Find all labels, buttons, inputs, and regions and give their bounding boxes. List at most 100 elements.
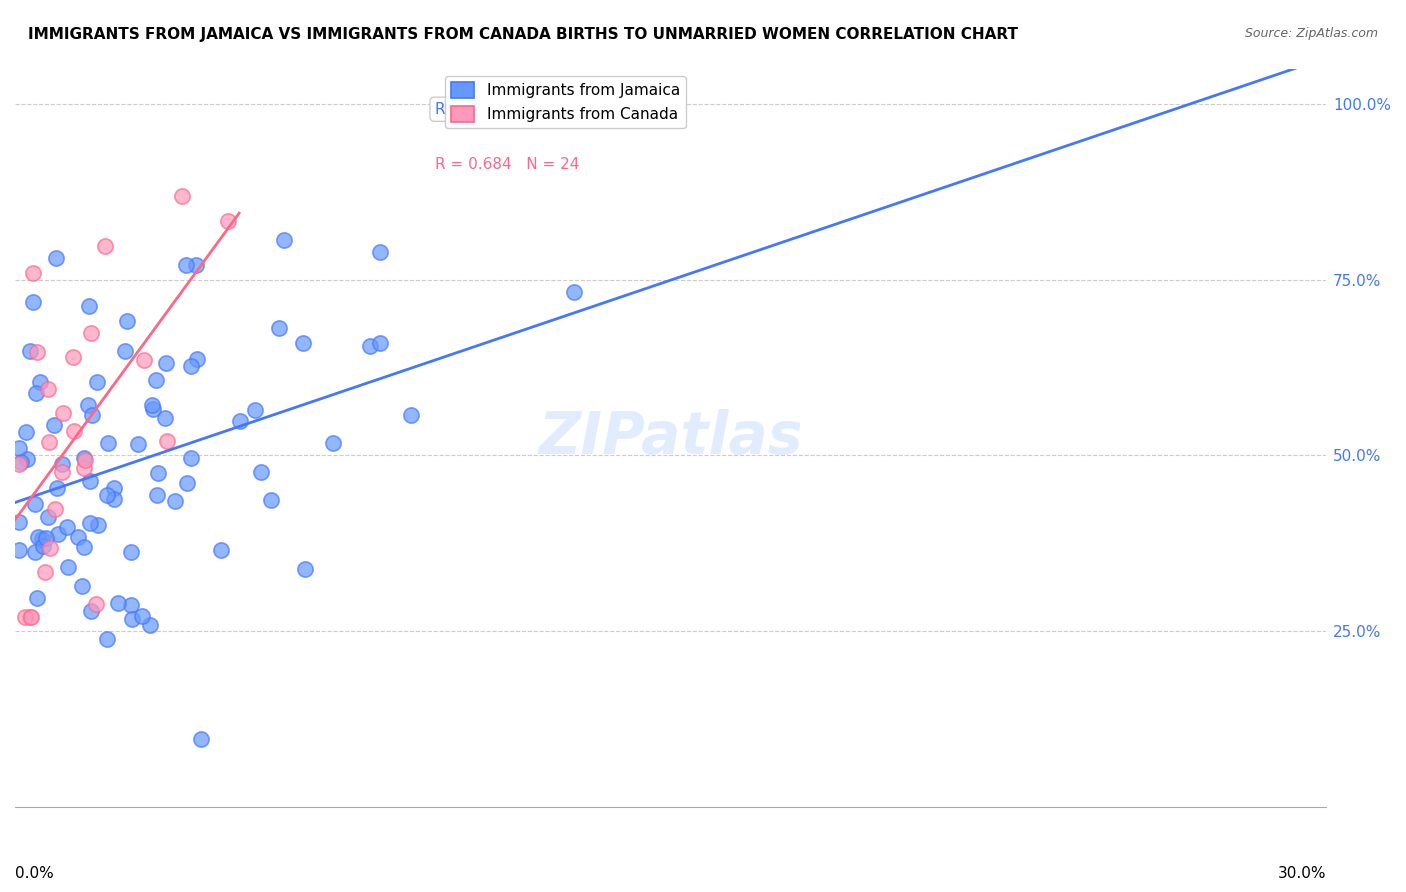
Point [20, 610, 42, 624]
Point [46, 527, 69, 541]
Point [120, 544, 142, 558]
Point [146, 488, 169, 502]
Point [8, 542, 31, 557]
Point [117, 314, 139, 328]
Point [359, 338, 381, 352]
Point [38, 434, 60, 449]
Point [37, 382, 59, 396]
Point [250, 465, 273, 479]
Point [107, 596, 129, 610]
Point [28, 375, 51, 389]
Point [139, 618, 162, 632]
Point [15, 425, 38, 440]
Point [63, 425, 86, 439]
Point [87, 518, 110, 533]
Text: IMMIGRANTS FROM JAMAICA VS IMMIGRANTS FROM CANADA BIRTHS TO UNMARRIED WOMEN CORR: IMMIGRANTS FROM JAMAICA VS IMMIGRANTS FR… [28, 27, 1018, 42]
Point [174, 258, 197, 272]
Point [97, 436, 120, 450]
Point [114, 344, 136, 359]
Point [51, 457, 73, 471]
Point [142, 402, 165, 417]
Point [32, 539, 55, 553]
Point [294, 562, 316, 576]
Point [39, 541, 62, 555]
Point [155, 356, 177, 370]
Point [368, 244, 391, 259]
Point [79, 516, 101, 531]
Text: Source: ZipAtlas.com: Source: ZipAtlas.com [1244, 27, 1378, 40]
Point [273, 233, 295, 247]
Point [10, 455, 32, 469]
Point [163, 494, 186, 508]
Point [120, 598, 142, 612]
Point [186, 351, 208, 366]
Point [15, 451, 38, 466]
Point [27, 530, 49, 544]
Point [37, 510, 59, 524]
Point [21, 295, 44, 310]
Point [399, 408, 422, 422]
Point [45, 251, 67, 265]
Point [86, 375, 108, 389]
Point [18, 343, 41, 358]
Point [42, 417, 65, 432]
Point [14, 610, 37, 624]
Legend: Immigrants from Jamaica, Immigrants from Canada: Immigrants from Jamaica, Immigrants from… [446, 76, 686, 128]
Point [145, 372, 167, 386]
Point [34, 566, 56, 580]
Point [80, 409, 103, 423]
Point [22, 266, 45, 280]
Point [62, 351, 84, 365]
Point [8, 515, 31, 529]
Text: ZIPatlas: ZIPatlas [538, 409, 803, 467]
Text: R = 0.684   N = 24: R = 0.684 N = 24 [434, 157, 579, 172]
Point [45, 482, 67, 496]
Point [8, 457, 31, 471]
Point [96, 632, 118, 647]
Point [18, 610, 41, 624]
Point [77, 299, 100, 313]
Point [44, 501, 66, 516]
Point [96, 488, 118, 502]
Point [368, 335, 391, 350]
Point [73, 451, 96, 466]
Point [73, 453, 96, 467]
Point [73, 460, 96, 475]
Text: 30.0%: 30.0% [1278, 866, 1326, 881]
Point [70, 579, 93, 593]
Point [103, 491, 125, 506]
Point [291, 336, 314, 351]
Point [94, 239, 117, 253]
Point [269, 321, 291, 335]
Point [8, 441, 31, 455]
Point [180, 359, 202, 373]
Point [243, 403, 266, 417]
Point [180, 450, 202, 465]
Point [52, 406, 75, 420]
Point [218, 214, 240, 228]
Point [186, 258, 208, 272]
Point [56, 560, 79, 574]
Point [209, 543, 232, 558]
Point [322, 436, 344, 450]
Point [155, 434, 177, 448]
Point [31, 532, 53, 546]
Point [103, 481, 125, 495]
Point [25, 591, 48, 606]
Point [155, 411, 177, 425]
Text: 0.0%: 0.0% [15, 866, 53, 881]
Point [260, 492, 283, 507]
Point [80, 326, 103, 340]
Point [25, 344, 48, 359]
Point [67, 530, 90, 544]
Point [80, 604, 103, 618]
Point [176, 476, 198, 491]
Point [127, 437, 149, 451]
Point [141, 399, 163, 413]
Point [24, 497, 46, 511]
Point [562, 285, 585, 299]
Point [24, 545, 46, 559]
Point [121, 612, 143, 626]
Point [25, 385, 48, 400]
Point [79, 474, 101, 488]
